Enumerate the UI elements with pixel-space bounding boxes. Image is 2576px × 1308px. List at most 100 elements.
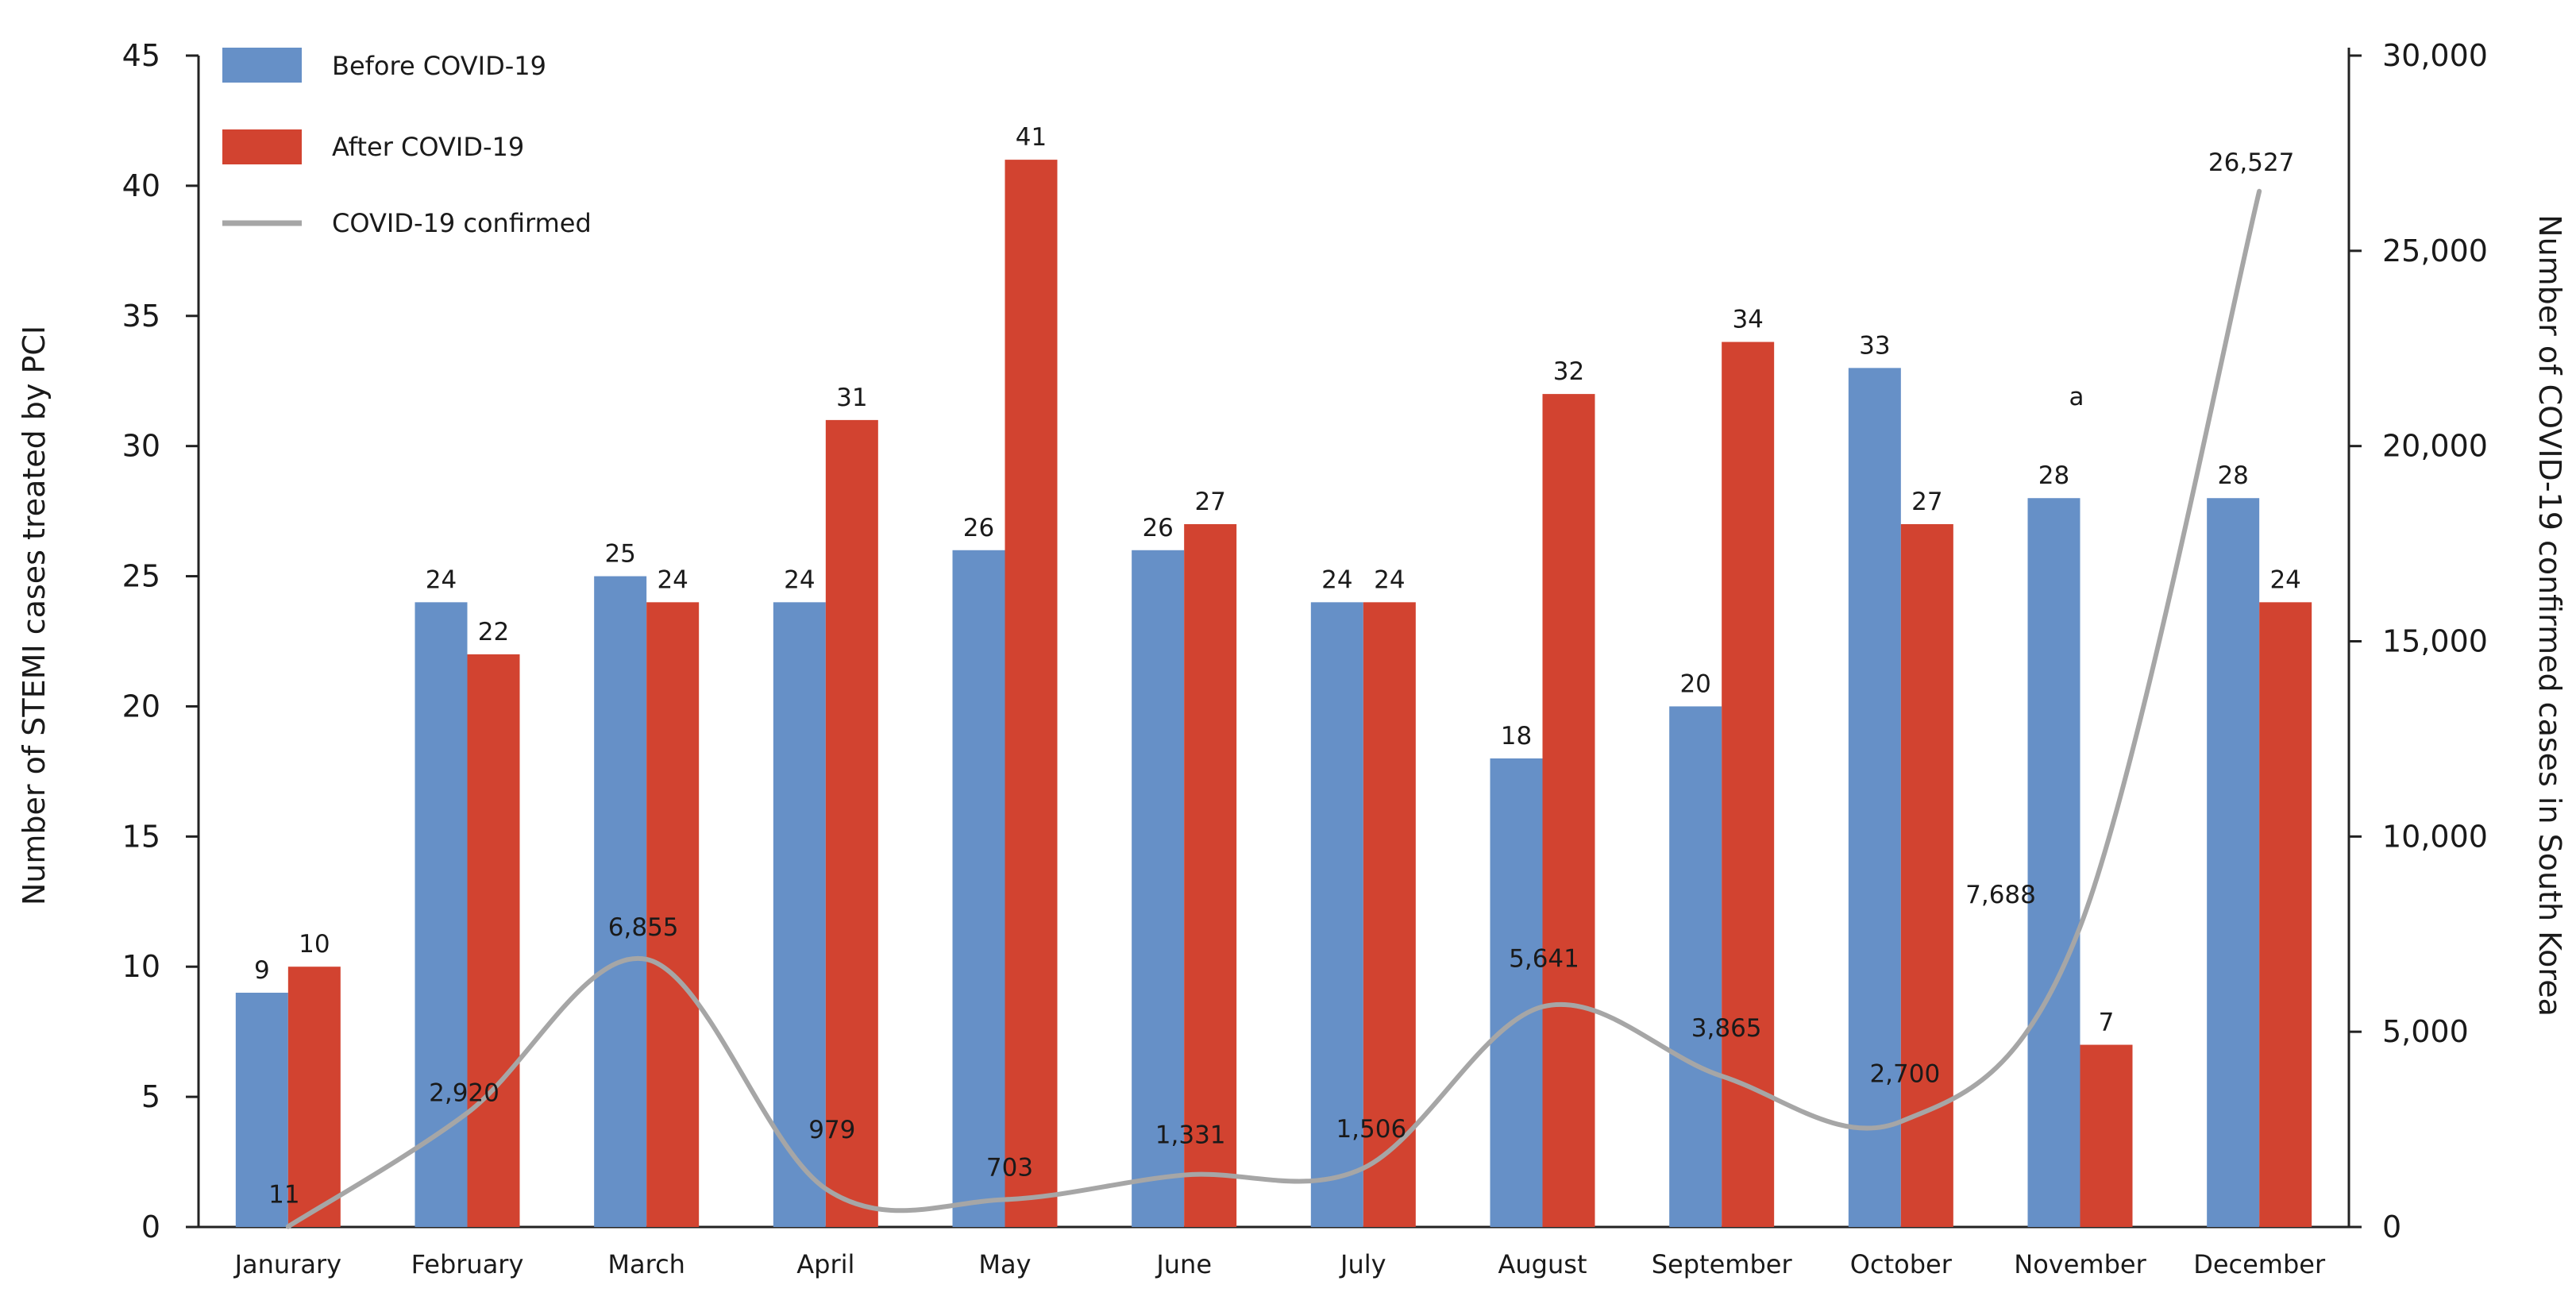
bar-after-7: [1542, 394, 1595, 1228]
bar-before-11: [2207, 498, 2260, 1227]
line-label-5: 1,331: [1155, 1121, 1226, 1150]
left-tick-label: 45: [122, 38, 160, 73]
right-tick-label: 0: [2382, 1210, 2401, 1244]
bar-after-10: [2080, 1044, 2133, 1227]
line-label-8: 3,865: [1691, 1014, 1762, 1043]
left-tick-label: 10: [122, 949, 160, 984]
bar-before-1: [415, 602, 468, 1227]
left-tick-label: 15: [122, 819, 160, 854]
bar-label-after-5: 27: [1194, 488, 1225, 516]
category-label-10: November: [2014, 1249, 2146, 1279]
bar-before-4: [952, 550, 1005, 1227]
bar-label-after-8: 34: [1732, 306, 1763, 334]
line-point-4: [1003, 1198, 1007, 1202]
line-label-10: 7,688: [1965, 881, 2036, 909]
line-point-2: [645, 957, 649, 961]
left-y-tick-labels: 0 5 10 15 20 25 30 35 40 45: [122, 38, 199, 1244]
line-point-8: [1720, 1074, 1724, 1078]
legend: Before COVID-19 After COVID-19 COVID-19 …: [222, 48, 592, 238]
right-axis-title: Number of COVID-19 confirmed cases in So…: [2532, 214, 2567, 1017]
bar-label-after-9: 27: [1911, 488, 1942, 516]
bar-label-after-11: 24: [2269, 565, 2300, 594]
bar-label-after-4: 41: [1016, 123, 1047, 152]
bar-after-1: [467, 654, 520, 1227]
bar-before-9: [1848, 368, 1901, 1227]
bar-label-after-1: 22: [478, 618, 509, 646]
bar-label-after-10: 7: [2099, 1009, 2115, 1037]
bar-label-after-2: 24: [657, 565, 688, 594]
bar-after-3: [825, 419, 878, 1227]
bar-label-before-3: 24: [784, 565, 815, 594]
category-label-6: July: [1339, 1249, 1386, 1279]
bar-before-10: [2027, 498, 2080, 1227]
bar-before-3: [773, 602, 826, 1227]
line-series: [285, 188, 2262, 1229]
bar-label-before-10: 28: [2038, 461, 2069, 490]
category-label-1: February: [411, 1249, 524, 1279]
legend-label-before: Before COVID-19: [332, 51, 546, 81]
left-tick-label: 20: [122, 689, 160, 723]
bar-label-before-6: 24: [1321, 565, 1352, 594]
legend-swatch-after: [222, 129, 302, 164]
left-tick-label: 40: [122, 168, 160, 203]
category-label-3: April: [796, 1249, 854, 1279]
line-label-2: 6,855: [608, 913, 679, 942]
category-label-0: Janurary: [233, 1249, 341, 1279]
bar-after-2: [646, 602, 700, 1227]
line-point-0: [286, 1225, 290, 1229]
bar-before-5: [1132, 550, 1185, 1227]
bar-label-before-0: 9: [254, 956, 270, 985]
bar-label-after-6: 24: [1374, 565, 1405, 594]
bar-label-before-4: 26: [963, 514, 994, 542]
line-point-11: [2258, 189, 2262, 193]
line-label-3: 979: [808, 1116, 855, 1144]
left-tick-label: 5: [141, 1079, 160, 1114]
bar-label-before-1: 24: [426, 565, 457, 594]
left-tick-label: 30: [122, 429, 160, 464]
right-tick-label: 25,000: [2382, 233, 2488, 268]
bar-after-5: [1184, 524, 1237, 1227]
bar-before-8: [1669, 706, 1722, 1227]
line-label-9: 2,700: [1869, 1059, 1940, 1088]
line-point-3: [823, 1186, 827, 1190]
category-label-9: October: [1850, 1249, 1953, 1279]
left-tick-label: 25: [122, 559, 160, 594]
bar-label-before-11: 28: [2217, 461, 2248, 490]
covid-confirmed-line: [285, 188, 2262, 1229]
category-label-4: May: [978, 1249, 1031, 1279]
line-point-7: [1541, 1005, 1544, 1009]
bar-label-before-2: 25: [604, 540, 635, 569]
line-label-11: 26,527: [2208, 149, 2294, 177]
bar-after-6: [1363, 602, 1416, 1227]
category-labels: Janurary February March April May June July Aug…: [233, 1249, 2326, 1279]
bar-after-0: [287, 967, 341, 1227]
data-labels: 9 10 24 22 25 24 24 31 26 41 26 27 24 24 18 32 20 34 33 27 2…: [254, 123, 2301, 1209]
legend-swatch-before: [222, 48, 302, 83]
right-tick-label: 5,000: [2382, 1014, 2469, 1049]
legend-label-after: After COVID-19: [332, 132, 524, 162]
bar-label-before-9: 33: [1859, 331, 1890, 360]
bar-label-before-5: 26: [1142, 514, 1173, 542]
line-label-1: 2,920: [429, 1078, 499, 1107]
right-tick-label: 15,000: [2382, 624, 2488, 659]
bar-before-2: [594, 576, 647, 1227]
line-label-0: 11: [268, 1180, 299, 1209]
bar-before-6: [1310, 602, 1363, 1227]
category-label-7: August: [1498, 1249, 1587, 1279]
line-point-9: [1899, 1120, 1903, 1124]
bar-label-after-7: 32: [1553, 357, 1584, 386]
right-y-tick-labels: 0 5,000 10,000 15,000 20,000 25,000 30,000: [2349, 38, 2488, 1244]
line-label-7: 5,641: [1509, 945, 1579, 974]
right-tick-label: 10,000: [2382, 819, 2488, 854]
annotation-note: a: [2069, 383, 2084, 411]
line-point-6: [1361, 1166, 1365, 1170]
bar-label-before-7: 18: [1501, 722, 1532, 750]
line-point-1: [465, 1111, 469, 1115]
right-tick-label: 20,000: [2382, 429, 2488, 464]
bar-label-after-3: 31: [836, 384, 867, 412]
category-label-8: September: [1652, 1249, 1793, 1279]
category-label-2: March: [607, 1249, 685, 1279]
line-label-4: 703: [986, 1153, 1033, 1182]
